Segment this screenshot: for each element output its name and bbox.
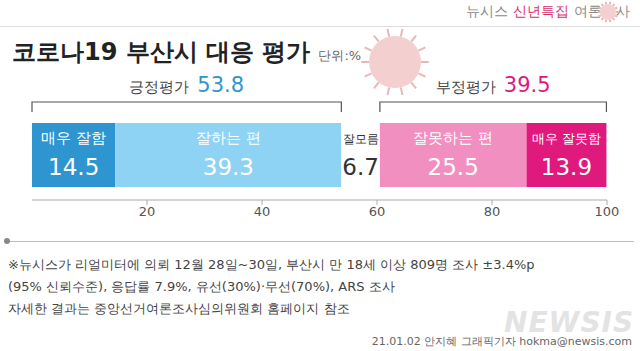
html-text:NEWSIS: NEWSIS [504, 306, 635, 339]
html-text:※뉴시스가 리얼미터에 의뢰 12월 28일~30일, 부산: ※뉴시스가 리얼미터에 의뢰 12월 28일~30일, 부산시 만 18세 이상… [8, 257, 535, 272]
svg-text:6.7: 6.7 [342, 154, 379, 180]
svg-text:20: 20 [139, 204, 156, 219]
svg-text:40: 40 [254, 204, 271, 219]
svg-text:14.5: 14.5 [48, 154, 99, 180]
svg-text:13.9: 13.9 [541, 154, 592, 180]
svg-text:매우 잘못함: 매우 잘못함 [532, 131, 601, 146]
svg-text:잘하는 편: 잘하는 편 [196, 129, 261, 147]
html-text:21.01.02 안지혜 그래픽기자 hokma@newsi: 21.01.02 안지혜 그래픽기자 hokma@newsis.com [371, 335, 632, 348]
svg-text:잘모름: 잘모름 [343, 132, 379, 146]
svg-text:잘못하는 편: 잘못하는 편 [413, 129, 493, 147]
svg-text:100: 100 [595, 204, 620, 219]
svg-text:긍정평가53.8: 긍정평가53.8 [129, 73, 244, 97]
svg-text:25.5: 25.5 [428, 154, 479, 180]
html-text:코로나19 부산시 대응 평가 단위:%: 코로나19 부산시 대응 평가 단위:% [12, 38, 362, 66]
svg-text:부정평가39.5: 부정평가39.5 [436, 73, 551, 97]
svg-text:39.3: 39.3 [203, 154, 254, 180]
html-text:뉴시스 신년특집 여론조사: 뉴시스 신년특집 여론조사 [466, 3, 630, 19]
svg-text:60: 60 [369, 204, 386, 219]
html-text:자세한 결과는 중앙선거여론조사심의위원회 홈페이지 참조: 자세한 결과는 중앙선거여론조사심의위원회 홈페이지 참조 [8, 301, 350, 316]
svg-text:80: 80 [484, 204, 501, 219]
svg-text:매우 잘함: 매우 잘함 [41, 129, 106, 147]
html-text:(95% 신뢰수준), 응답률 7.9%, 유선(30%)·: (95% 신뢰수준), 응답률 7.9%, 유선(30%)·무선(70%), A… [8, 279, 395, 294]
